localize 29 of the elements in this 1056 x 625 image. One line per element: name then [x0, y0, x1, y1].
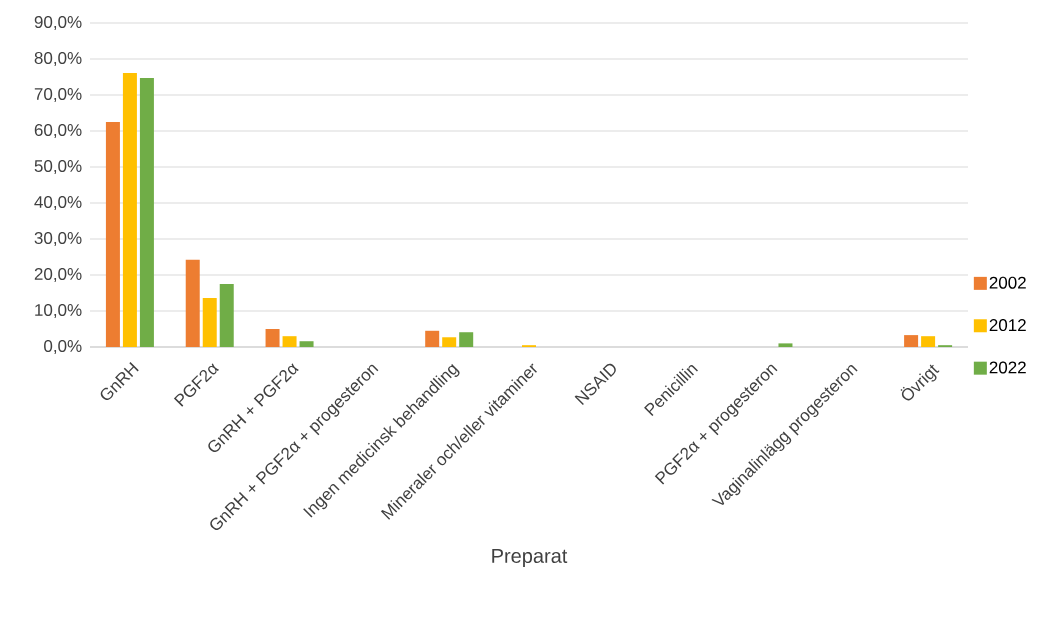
- y-tick-label: 20,0%: [34, 267, 82, 283]
- y-tick-label: 10,0%: [35, 303, 82, 319]
- y-tick-label: 70,0%: [34, 87, 82, 103]
- bar: [139, 78, 154, 347]
- y-tick-label: 80,0%: [34, 51, 82, 67]
- x-axis-title: Preparat: [492, 549, 568, 567]
- bar: [282, 336, 297, 347]
- bar: [105, 121, 120, 347]
- bar: [122, 73, 137, 347]
- bar: [778, 343, 793, 347]
- bar: [921, 336, 936, 347]
- legend-label: 2012: [989, 319, 1026, 332]
- y-tick-label: 40,0%: [34, 195, 82, 211]
- legend-label: 2022: [989, 361, 1026, 374]
- bar: [299, 341, 314, 347]
- y-tick-label: 30,0%: [34, 231, 82, 247]
- bar: [459, 332, 474, 347]
- bar: [265, 328, 280, 347]
- bar: [185, 259, 200, 347]
- bar: [202, 298, 217, 347]
- bar: [442, 337, 457, 347]
- y-tick-label: 0,0%: [44, 339, 82, 355]
- y-tick-label: 60,0%: [34, 123, 82, 139]
- bar: [425, 330, 440, 347]
- y-tick-label: 50,0%: [34, 159, 82, 175]
- legend-label: 2002: [989, 276, 1026, 289]
- bar: [219, 283, 234, 347]
- y-tick-label: 90,0%: [34, 15, 82, 31]
- bar: [904, 335, 919, 347]
